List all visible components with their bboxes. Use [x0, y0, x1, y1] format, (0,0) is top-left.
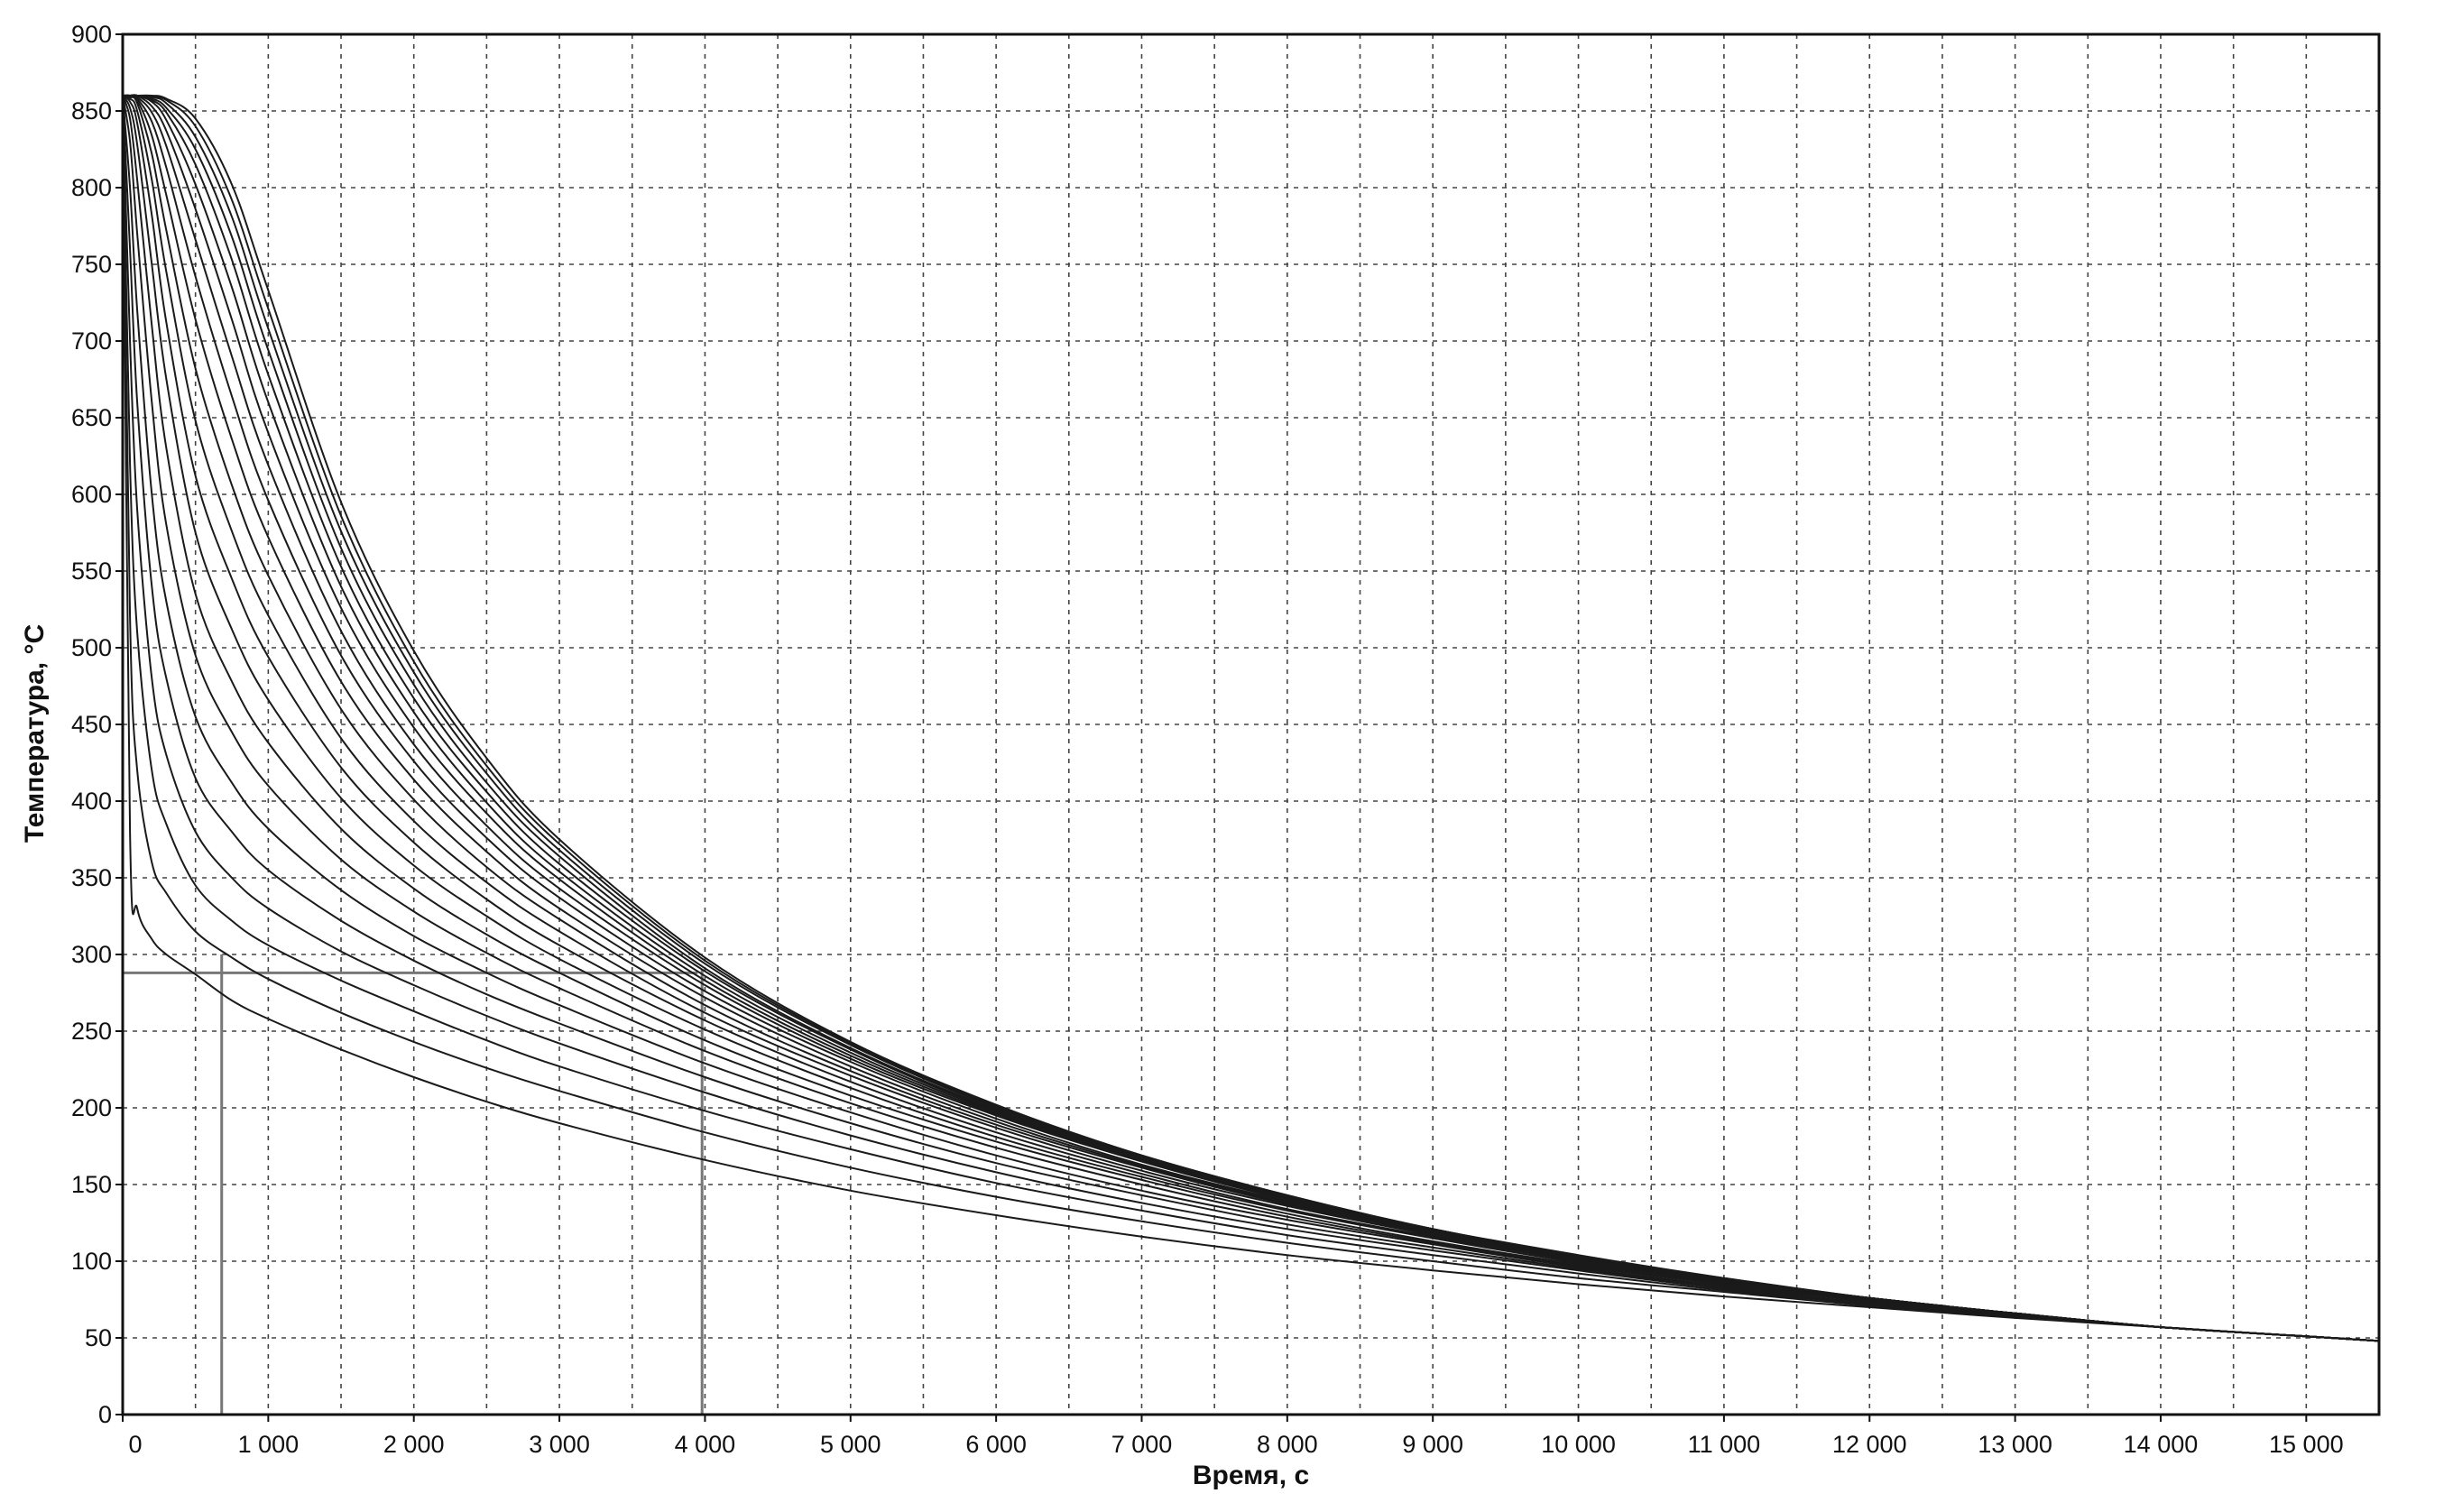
y-tick-label: 650: [71, 404, 112, 431]
y-tick-label: 500: [71, 634, 112, 661]
reference-lines: [123, 954, 704, 1415]
series-line-8: [122, 95, 2380, 1342]
x-tick-label: 2 000: [383, 1431, 445, 1458]
y-tick-label: 600: [71, 481, 112, 508]
y-tick-label: 400: [71, 788, 112, 815]
y-tick-label: 300: [71, 941, 112, 968]
y-tick-label: 50: [85, 1324, 112, 1351]
y-tick-label: 750: [71, 251, 112, 278]
y-tick-label: 350: [71, 864, 112, 891]
x-axis-ticks: 0 1 000 2 000 3 000 4 000 5 000 6 000 7 000 8 00…: [122, 1415, 2344, 1458]
y-tick-label: 0: [98, 1401, 112, 1428]
x-tick-label: 7 000: [1111, 1431, 1173, 1458]
x-tick-label: 3 000: [529, 1431, 590, 1458]
x-tick-label: 10 000: [1541, 1431, 1616, 1458]
y-tick-label: 550: [71, 558, 112, 585]
x-tick-label: 0: [128, 1431, 142, 1458]
y-tick-label: 100: [71, 1248, 112, 1275]
series-group: [122, 94, 2380, 1342]
series-line-5: [122, 95, 2380, 1342]
y-axis-title: Температура, °С: [20, 624, 50, 843]
x-tick-label: 11 000: [1688, 1431, 1761, 1458]
x-tick-label: 5 000: [820, 1431, 881, 1458]
grid: [123, 34, 2379, 1415]
y-tick-label: 200: [71, 1094, 112, 1121]
x-tick-label: 8 000: [1257, 1431, 1318, 1458]
series-line-2: [122, 95, 2380, 1342]
x-tick-label: 12 000: [1832, 1431, 1907, 1458]
series-line-22: [123, 94, 2380, 1342]
x-tick-label: 13 000: [1978, 1431, 2052, 1458]
x-tick-label: 15 000: [2269, 1431, 2344, 1458]
x-tick-label: 9 000: [1402, 1431, 1463, 1458]
y-tick-label: 800: [71, 174, 112, 201]
y-tick-label: 150: [71, 1171, 112, 1198]
y-tick-label: 250: [71, 1018, 112, 1045]
x-tick-label: 14 000: [2124, 1431, 2199, 1458]
x-tick-label: 1 000: [238, 1431, 300, 1458]
y-axis-ticks: 0 50 100 150 200 250 300 350 400 450 500 550 600 650 7…: [71, 21, 123, 1428]
series-line-3: [122, 95, 2380, 1342]
x-axis-title: Время, с: [1193, 1461, 1309, 1490]
series-line-1: [122, 95, 2380, 1342]
y-tick-label: 700: [71, 327, 112, 355]
y-tick-label: 850: [71, 97, 112, 124]
series-line-13: [122, 94, 2380, 1342]
x-tick-label: 6 000: [965, 1431, 1027, 1458]
x-tick-label: 4 000: [675, 1431, 736, 1458]
y-tick-label: 900: [71, 21, 112, 48]
y-tick-label: 450: [71, 711, 112, 738]
